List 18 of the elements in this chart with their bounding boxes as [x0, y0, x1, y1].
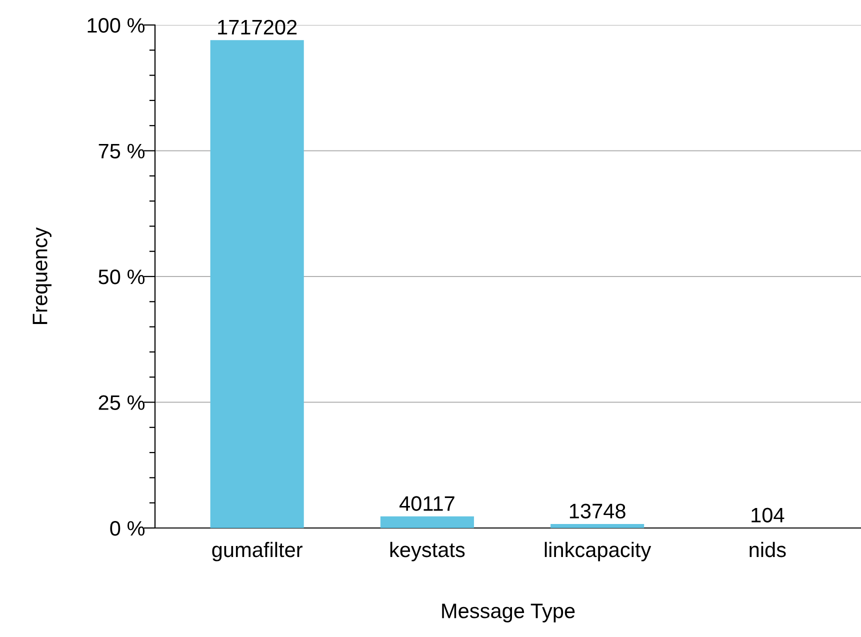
annotation: 40117	[399, 496, 454, 511]
y-tick-label: 25 %	[98, 395, 145, 410]
bar	[550, 524, 644, 528]
y-tick-label: 75 %	[98, 144, 145, 159]
bar	[210, 40, 304, 528]
y-tick-label: 100 %	[88, 18, 145, 33]
x-tick-label: keystats	[390, 542, 465, 562]
y-tick-label: 50 %	[98, 270, 145, 284]
annotation: 1717202	[218, 20, 297, 35]
x-tick-label: linkcapacity	[544, 542, 652, 562]
y-axis-title: Frequency	[32, 227, 52, 324]
annotation: 13748	[570, 504, 626, 518]
bar	[380, 516, 474, 528]
y-tick-label: 0 %	[110, 521, 145, 536]
x-tick-label: nids	[750, 542, 786, 558]
annotation: 104	[752, 508, 784, 522]
x-axis-title: Message Type	[442, 604, 575, 622]
x-tick-label: gumafilter	[212, 542, 302, 562]
